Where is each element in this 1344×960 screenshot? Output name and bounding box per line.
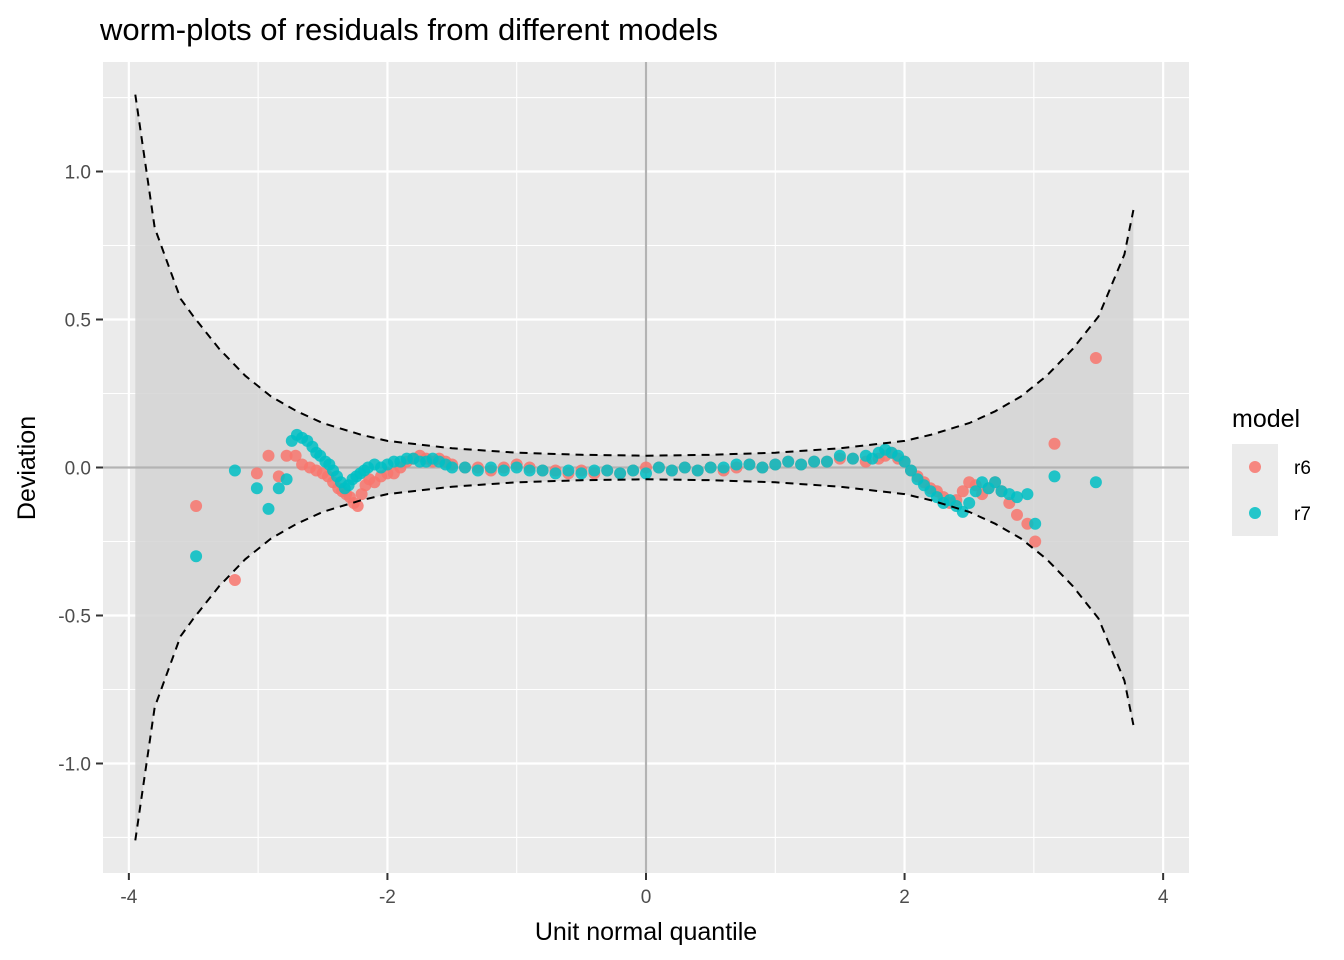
legend-label-r7: r7 xyxy=(1294,504,1311,525)
chart-title: worm-plots of residuals from different m… xyxy=(99,12,718,47)
y-tick-label: 1.0 xyxy=(65,163,91,184)
point-r7 xyxy=(691,464,704,477)
x-tick-label: 4 xyxy=(1158,887,1169,908)
point-r7 xyxy=(1089,476,1102,489)
point-r7 xyxy=(228,464,241,477)
point-r7 xyxy=(484,461,497,474)
point-r7 xyxy=(280,473,293,486)
point-r7 xyxy=(898,455,911,468)
point-r7 xyxy=(510,461,523,474)
point-r6 xyxy=(262,449,275,462)
point-r7 xyxy=(1048,470,1061,483)
point-r7 xyxy=(963,497,976,509)
legend-label-r6: r6 xyxy=(1294,458,1311,479)
point-r6 xyxy=(1048,437,1061,450)
point-r7 xyxy=(704,461,717,474)
point-r7 xyxy=(523,464,536,477)
point-r7 xyxy=(562,464,575,477)
x-tick-label: 0 xyxy=(641,887,652,908)
legend-title: model xyxy=(1232,405,1300,433)
point-r7 xyxy=(678,461,691,474)
x-tick-label: -4 xyxy=(120,887,137,908)
point-r7 xyxy=(821,455,833,468)
point-r7 xyxy=(717,461,730,474)
point-r6 xyxy=(956,485,969,498)
point-r7 xyxy=(640,467,652,480)
point-r7 xyxy=(459,461,471,474)
point-r7 xyxy=(601,464,614,477)
legend-items: r6 r7 xyxy=(1232,444,1311,536)
point-r7 xyxy=(665,464,678,477)
point-r7 xyxy=(250,482,263,495)
point-r7 xyxy=(575,467,588,480)
y-tick-label: 0.0 xyxy=(65,459,91,480)
point-r6 xyxy=(228,574,241,586)
point-r7 xyxy=(833,449,846,462)
x-tick-label: 2 xyxy=(899,887,910,908)
point-r7 xyxy=(190,550,203,563)
point-r7 xyxy=(446,461,459,474)
point-r7 xyxy=(549,467,562,480)
point-r7 xyxy=(262,502,275,515)
point-r7 xyxy=(272,482,285,495)
point-r6 xyxy=(280,449,293,462)
point-r7 xyxy=(471,464,484,477)
point-r7 xyxy=(956,505,969,518)
point-r7 xyxy=(1021,488,1034,501)
legend-marker-r7 xyxy=(1249,507,1261,519)
point-r7 xyxy=(536,464,549,477)
y-axis-title: Deviation xyxy=(13,416,41,520)
point-r7 xyxy=(846,452,859,465)
x-axis-title: Unit normal quantile xyxy=(535,918,757,946)
point-r7 xyxy=(627,464,640,477)
point-r7 xyxy=(588,464,601,477)
x-axis-ticks: -4 -2 0 2 4 xyxy=(120,873,1169,908)
points-layer xyxy=(190,352,1102,586)
y-tick-label: -1.0 xyxy=(58,754,91,775)
point-r7 xyxy=(782,455,795,468)
point-r7 xyxy=(795,458,808,471)
point-r7 xyxy=(769,458,782,471)
point-r7 xyxy=(808,455,821,468)
point-r7 xyxy=(905,464,917,477)
point-r7 xyxy=(969,485,982,498)
y-axis-ticks: -1.0 -0.5 0.0 0.5 1.0 xyxy=(58,163,103,775)
point-r6 xyxy=(289,449,302,462)
point-r7 xyxy=(652,461,665,474)
point-r7 xyxy=(730,458,743,471)
y-tick-label: 0.5 xyxy=(65,311,91,332)
x-tick-label: -2 xyxy=(379,887,396,908)
point-r6 xyxy=(1029,535,1042,548)
point-r7 xyxy=(743,458,756,471)
legend-marker-r6 xyxy=(1249,461,1261,473)
point-r6 xyxy=(250,467,263,480)
point-r7 xyxy=(989,476,1002,489)
legend: model r6 r7 xyxy=(1232,405,1311,536)
point-r7 xyxy=(614,467,627,480)
point-r7 xyxy=(497,464,510,477)
point-r6 xyxy=(1011,508,1023,521)
y-tick-label: -0.5 xyxy=(58,606,91,627)
series-r7 xyxy=(190,428,1102,563)
point-r6 xyxy=(1089,352,1102,364)
point-r7 xyxy=(756,461,769,474)
point-r6 xyxy=(190,500,203,512)
point-r7 xyxy=(1011,491,1023,504)
point-r7 xyxy=(1029,517,1042,530)
